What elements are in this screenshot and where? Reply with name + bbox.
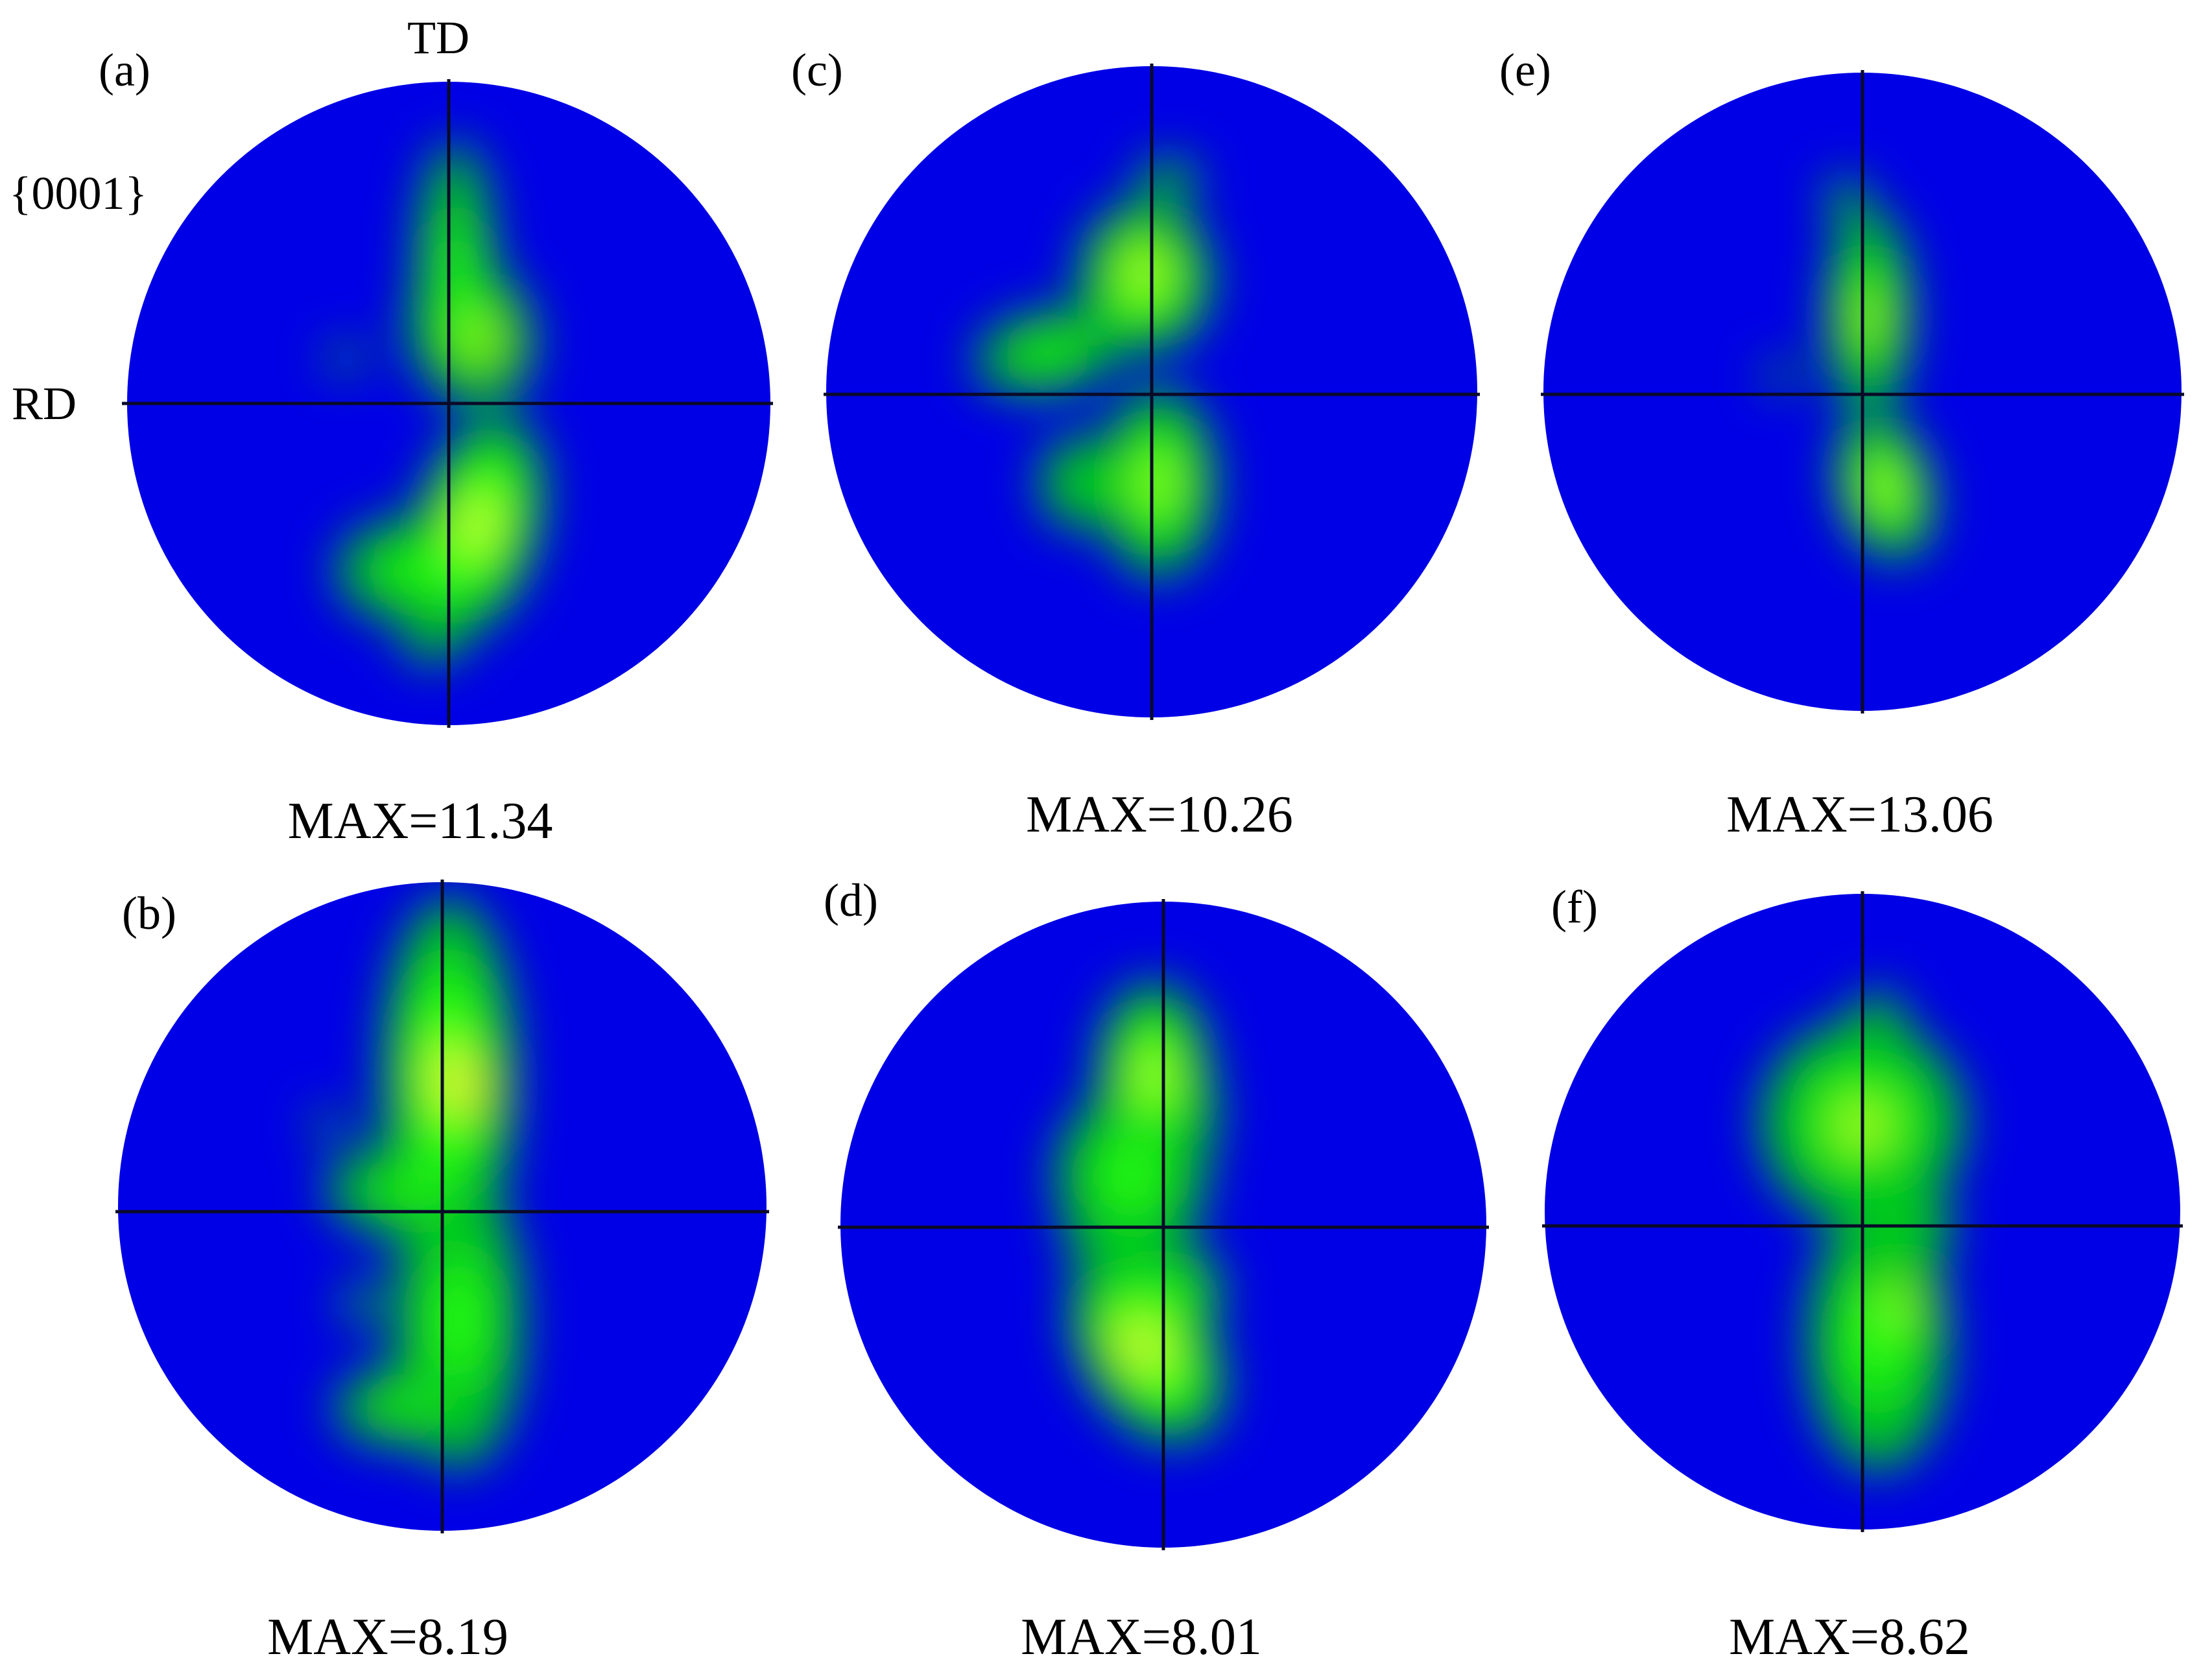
pole-figure-a — [122, 79, 773, 728]
intensity-level-1 — [1138, 158, 1198, 202]
panel-a-max: MAX=11.34 — [287, 793, 553, 850]
intensity-level-1 — [311, 1112, 346, 1138]
intensity-level-5 — [1128, 1340, 1135, 1349]
intensity-level-5 — [1866, 315, 1872, 321]
pole-figure-f — [1542, 891, 2183, 1532]
panel-d-max: MAX=8.01 — [1021, 1609, 1262, 1666]
intensity-level-1 — [344, 1282, 379, 1325]
panel-d-label: (d) — [824, 874, 878, 926]
intensity-level-5 — [465, 1085, 471, 1095]
intensity-level-1 — [1766, 363, 1800, 389]
pole-figure-e — [1541, 70, 2184, 714]
rd-axis-label: RD — [12, 378, 77, 429]
intensity-level-3 — [1874, 472, 1896, 503]
intensity-contours — [1056, 982, 1224, 1443]
intensity-level-3 — [461, 498, 495, 553]
intensity-level-4 — [1897, 1304, 1904, 1310]
panel-c-label: (c) — [791, 44, 843, 96]
panel-f-label: (f) — [1551, 881, 1598, 933]
intensity-level-5 — [479, 337, 483, 342]
intensity-level-1 — [327, 346, 365, 370]
intensity-level-3 — [1141, 1056, 1166, 1096]
intensity-contours — [1766, 177, 1934, 560]
intensity-level-2 — [379, 1173, 440, 1207]
intensity-level-1 — [1064, 1220, 1147, 1262]
intensity-level-5 — [1143, 265, 1148, 271]
panel-b-label: (b) — [122, 887, 176, 939]
pole-figure-c — [824, 64, 1480, 720]
panel-a-label: (a) — [99, 44, 150, 96]
intensity-level-1 — [1853, 990, 1904, 1051]
pole-figures — [115, 64, 2184, 1550]
intensity-level-2 — [1163, 1272, 1196, 1306]
intensity-contours — [976, 158, 1215, 578]
intensity-level-1 — [1040, 437, 1120, 529]
pole-figure-d — [838, 899, 1489, 1550]
panel-e-label: (e) — [1499, 44, 1551, 96]
panel-c-max: MAX=10.26 — [1026, 786, 1293, 843]
intensity-level-2 — [379, 1394, 428, 1421]
intensity-level-3 — [1148, 467, 1168, 499]
panel-e-max: MAX=13.06 — [1726, 786, 1993, 843]
intensity-level-2 — [433, 1261, 484, 1379]
panel-f-max: MAX=8.62 — [1729, 1609, 1970, 1666]
intensity-level-2 — [1099, 1140, 1163, 1212]
pole-figure-b — [115, 880, 769, 1533]
intensity-level-1 — [1827, 177, 1865, 224]
intensity-level-2 — [386, 551, 447, 591]
intensity-level-1 — [403, 620, 462, 663]
td-axis-label: TD — [407, 12, 470, 64]
panel-b-max: MAX=8.19 — [267, 1609, 508, 1666]
intensity-level-2 — [1020, 337, 1075, 369]
intensity-contours — [311, 898, 522, 1469]
plane-label: {0001} — [9, 167, 148, 219]
